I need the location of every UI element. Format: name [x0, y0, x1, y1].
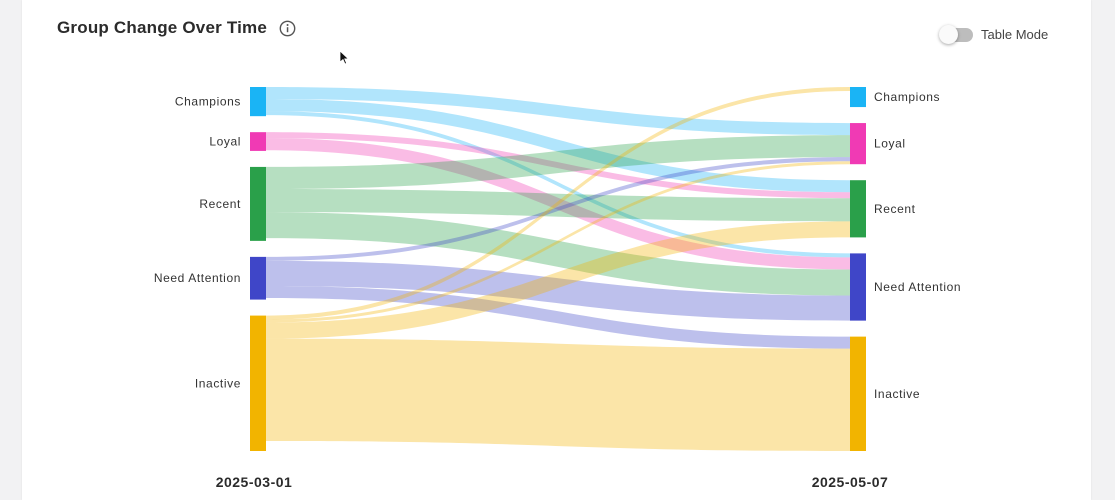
flow-champions-to-recent[interactable]: [266, 99, 850, 193]
flow-loyal-to-need-attention[interactable]: [266, 138, 850, 270]
right-node-need-attention[interactable]: [850, 253, 866, 321]
left-node-loyal[interactable]: [250, 132, 266, 151]
sankey-links: [266, 87, 850, 451]
right-date-label: 2025-05-07: [812, 474, 889, 490]
right-node-recent[interactable]: [850, 180, 866, 238]
table-mode-toggle[interactable]: Table Mode: [939, 24, 1049, 44]
flow-recent-to-need-attention[interactable]: [266, 212, 850, 296]
left-label-recent: Recent: [199, 197, 241, 211]
flow-recent-to-recent[interactable]: [266, 188, 850, 222]
toggle-knob[interactable]: [939, 24, 958, 44]
flow-need-attention-to-inactive[interactable]: [266, 285, 850, 349]
toggle-track[interactable]: [939, 24, 973, 44]
flow-inactive-to-loyal[interactable]: [266, 161, 850, 323]
left-label-need-attention: Need Attention: [154, 271, 241, 285]
info-icon[interactable]: [279, 20, 296, 37]
left-node-inactive[interactable]: [250, 315, 266, 451]
right-label-loyal: Loyal: [874, 137, 906, 151]
right-node-champions[interactable]: [850, 87, 866, 108]
flow-inactive-to-recent[interactable]: [266, 221, 850, 339]
right-node-loyal[interactable]: [850, 123, 866, 165]
flow-loyal-to-recent[interactable]: [266, 132, 850, 199]
right-label-recent: Recent: [874, 202, 916, 216]
flow-need-attention-to-need-attention[interactable]: [266, 260, 850, 321]
right-label-need-attention: Need Attention: [874, 280, 961, 294]
chart-card: [22, 0, 1091, 500]
table-mode-label: Table Mode: [981, 27, 1049, 42]
mouse-cursor-icon: [339, 50, 350, 65]
flow-recent-to-loyal[interactable]: [266, 135, 850, 189]
left-label-loyal: Loyal: [209, 135, 241, 149]
left-node-need-attention[interactable]: [250, 256, 266, 300]
header: Group Change Over Time: [57, 18, 296, 38]
flow-champions-to-loyal[interactable]: [266, 87, 850, 136]
flow-champions-to-need-attention[interactable]: [266, 111, 850, 258]
left-label-inactive: Inactive: [195, 376, 241, 390]
flow-need-attention-to-loyal[interactable]: [266, 157, 850, 261]
page-title: Group Change Over Time: [57, 18, 268, 37]
left-label-champions: Champions: [175, 95, 241, 109]
right-label-inactive: Inactive: [874, 387, 920, 401]
sankey-labels: Champions Loyal Recent Need Attention Inacti…: [154, 90, 961, 490]
left-node-recent[interactable]: [250, 166, 266, 241]
sankey-nodes: [250, 87, 866, 451]
left-date-label: 2025-03-01: [216, 474, 293, 490]
left-node-champions[interactable]: [250, 87, 266, 117]
flow-inactive-to-inactive[interactable]: [266, 338, 850, 451]
right-label-champions: Champions: [874, 90, 940, 104]
right-node-inactive[interactable]: [850, 336, 866, 451]
flow-inactive-to-champions[interactable]: [266, 87, 850, 320]
